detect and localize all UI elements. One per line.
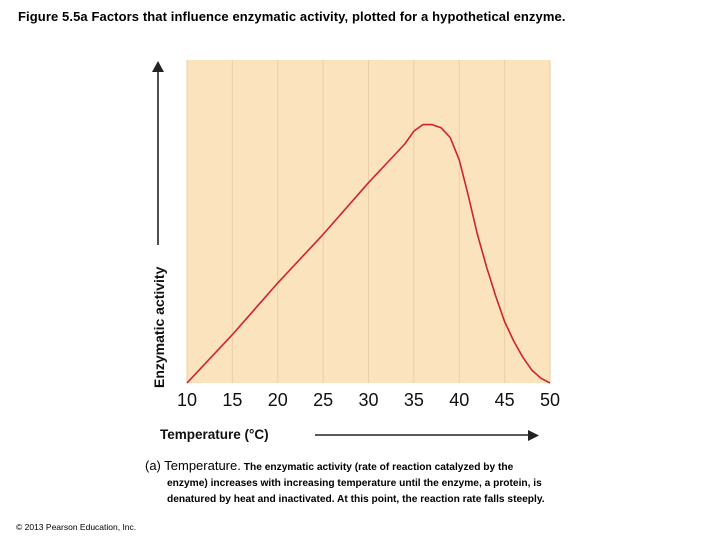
figure-title: Figure 5.5a Factors that influence enzym… bbox=[18, 9, 566, 24]
x-axis-label: Temperature (°C) bbox=[160, 427, 269, 442]
caption-lead: (a) Temperature. bbox=[145, 458, 241, 473]
x-tick-label: 30 bbox=[358, 390, 378, 410]
x-tick-label: 50 bbox=[540, 390, 560, 410]
x-tick-label: 20 bbox=[268, 390, 288, 410]
x-tick-label: 45 bbox=[495, 390, 515, 410]
gridlines bbox=[186, 60, 551, 383]
x-tick-labels: 10 15 20 25 30 35 40 45 50 bbox=[177, 390, 560, 410]
x-tick-label: 15 bbox=[222, 390, 242, 410]
copyright-notice: © 2013 Pearson Education, Inc. bbox=[16, 522, 137, 532]
figure-caption: (a) Temperature. The enzymatic activity … bbox=[145, 458, 605, 508]
y-axis-label: Enzymatic activity bbox=[151, 266, 167, 388]
caption-line-1: The enzymatic activity (rate of reaction… bbox=[243, 462, 514, 473]
x-tick-label: 10 bbox=[177, 390, 197, 410]
temperature-activity-chart: 10 15 20 25 30 35 40 45 50 Enzymatic activity Te… bbox=[151, 60, 560, 442]
x-tick-label: 40 bbox=[449, 390, 469, 410]
x-tick-label: 25 bbox=[313, 390, 333, 410]
activity-curve bbox=[186, 123, 551, 384]
x-axis-arrowhead bbox=[528, 430, 539, 441]
y-axis-arrowhead bbox=[152, 61, 164, 72]
caption-line-3: denatured by heat and inactivated. At th… bbox=[167, 494, 545, 505]
x-tick-label: 35 bbox=[404, 390, 424, 410]
caption-line-2: enzyme) increases with increasing temper… bbox=[167, 478, 542, 489]
